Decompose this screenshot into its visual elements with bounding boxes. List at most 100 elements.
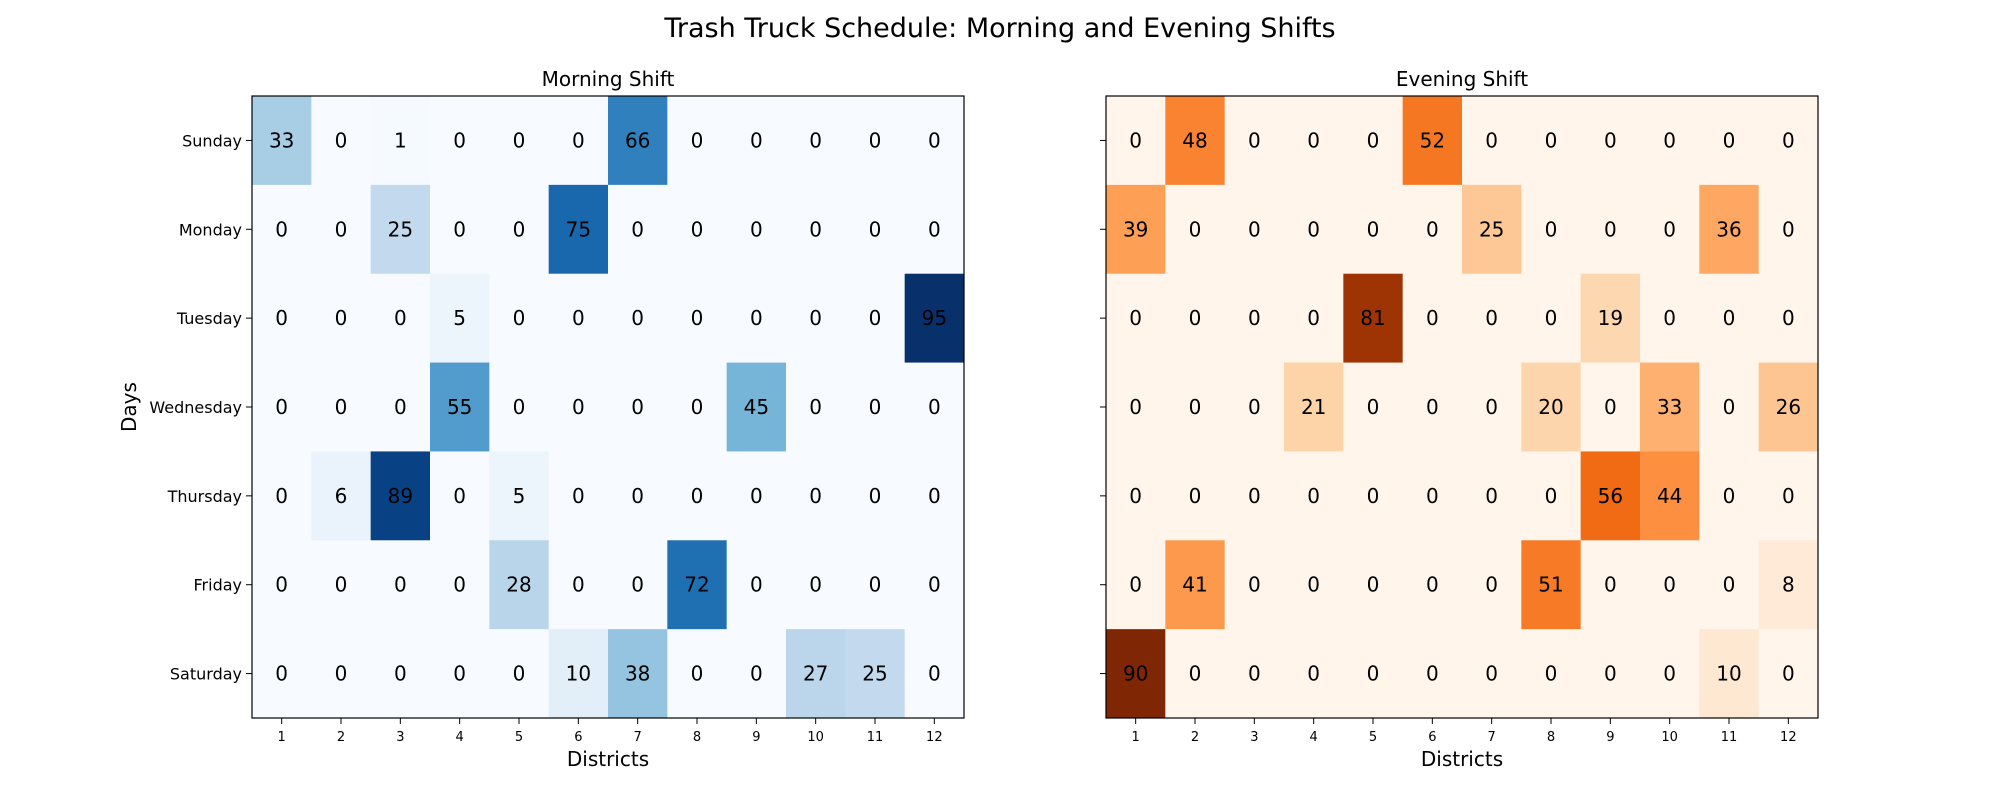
cell-value-label: 0	[513, 128, 526, 152]
cell-value-label: 20	[1538, 395, 1563, 419]
cell-value-label: 0	[1782, 128, 1795, 152]
heatmap-cell	[1402, 451, 1463, 541]
heatmap-cell	[786, 362, 846, 452]
cell-value-label: 26	[1776, 395, 1801, 419]
heatmap-cell	[726, 184, 787, 275]
cell-value-label: 0	[869, 573, 882, 597]
heatmap-cell	[1402, 273, 1463, 364]
x-tick-label: 4	[456, 730, 464, 745]
heatmap-cell	[786, 540, 846, 630]
cell-value-label: 0	[1485, 573, 1498, 597]
cell-value-label: 0	[1604, 573, 1617, 597]
cell-value-label: 0	[1723, 128, 1736, 152]
cell-value-label: 33	[1657, 395, 1682, 419]
heatmap-cell	[786, 184, 846, 275]
cell-value-label: 95	[922, 306, 947, 330]
heatmap-cell	[1699, 362, 1760, 452]
heatmap-cell	[1758, 451, 1819, 541]
x-tick-label: 1	[1132, 730, 1140, 745]
heatmap-cell	[370, 96, 431, 186]
y-tick-label: Saturday	[170, 665, 242, 684]
heatmap-cell	[1640, 96, 1700, 186]
heatmap-cell	[904, 273, 965, 364]
heatmap-cell	[1224, 362, 1285, 452]
cell-value-label: 0	[1604, 395, 1617, 419]
heatmap-cell	[1343, 273, 1404, 364]
heatmap-cell	[667, 540, 728, 630]
cell-value-label: 0	[1189, 484, 1202, 508]
heatmap-cell	[370, 273, 431, 364]
heatmap-cell	[786, 451, 846, 541]
cell-value-label: 0	[335, 573, 348, 597]
heatmap-cell	[548, 184, 609, 275]
cell-value-label: 0	[275, 217, 288, 241]
heatmap-cell	[1640, 629, 1700, 719]
cell-value-label: 0	[513, 662, 526, 686]
heatmap-cell	[1640, 540, 1700, 630]
cell-value-label: 0	[750, 573, 763, 597]
heatmap-cell	[1402, 184, 1463, 275]
heatmap-cell	[1580, 362, 1641, 452]
heatmap-cell	[430, 629, 490, 719]
x-tick-label: 7	[634, 730, 642, 745]
x-tick-label: 11	[867, 730, 884, 745]
cell-value-label: 0	[691, 128, 704, 152]
cell-value-label: 0	[1307, 662, 1320, 686]
heatmap-cell	[1106, 540, 1166, 630]
heatmap-cell	[430, 96, 490, 186]
cell-value-label: 0	[513, 395, 526, 419]
heatmap-cell	[667, 362, 728, 452]
heatmap-cell	[1284, 540, 1344, 630]
cell-value-label: 0	[335, 128, 348, 152]
cell-value-label: 0	[809, 395, 822, 419]
cell-value-label: 0	[869, 484, 882, 508]
cell-value-label: 0	[1129, 306, 1142, 330]
cell-value-label: 44	[1657, 484, 1682, 508]
heatmap-cell	[1758, 362, 1819, 452]
cell-value-label: 0	[1129, 484, 1142, 508]
x-axis-label: Districts	[1421, 747, 1503, 771]
cell-value-label: 0	[1545, 306, 1558, 330]
heatmap-cell	[1165, 540, 1226, 630]
cell-value-label: 19	[1598, 306, 1623, 330]
heatmap-cell	[1699, 96, 1760, 186]
heatmap-cell	[548, 629, 609, 719]
cell-value-label: 0	[631, 573, 644, 597]
cell-value-label: 0	[1189, 662, 1202, 686]
heatmap-cell	[1521, 273, 1582, 364]
cell-value-label: 0	[394, 662, 407, 686]
cell-value-label: 0	[1248, 573, 1261, 597]
heatmap-cell	[1521, 629, 1582, 719]
cell-value-label: 0	[1426, 395, 1439, 419]
y-tick-label: Wednesday	[149, 398, 242, 417]
heatmap-cell	[1224, 273, 1285, 364]
cell-value-label: 0	[1723, 306, 1736, 330]
x-tick-label: 3	[1250, 730, 1258, 745]
cell-value-label: 6	[335, 484, 348, 508]
heatmap-cell	[1758, 184, 1819, 275]
cell-value-label: 0	[928, 217, 941, 241]
cell-value-label: 0	[809, 484, 822, 508]
heatmap-cell	[1165, 184, 1226, 275]
heatmap-cell	[1699, 273, 1760, 364]
heatmap-cell	[1580, 273, 1641, 364]
x-tick-label: 7	[1488, 730, 1496, 745]
cell-value-label: 0	[809, 573, 822, 597]
y-tick-label: Sunday	[182, 131, 242, 150]
cell-value-label: 36	[1716, 217, 1741, 241]
cell-value-label: 0	[572, 484, 585, 508]
heatmap-cell	[1224, 629, 1285, 719]
cell-value-label: 0	[275, 662, 288, 686]
heatmap-cell	[845, 451, 906, 541]
heatmap-cell	[1343, 540, 1404, 630]
cell-value-label: 0	[928, 484, 941, 508]
cell-value-label: 0	[1545, 128, 1558, 152]
cell-value-label: 52	[1420, 128, 1445, 152]
heatmap-cell	[430, 362, 490, 452]
cell-value-label: 0	[1129, 395, 1142, 419]
cell-value-label: 0	[691, 395, 704, 419]
heatmap-cell	[1106, 184, 1166, 275]
x-tick-label: 12	[1780, 730, 1797, 745]
heatmap-cell	[370, 629, 431, 719]
